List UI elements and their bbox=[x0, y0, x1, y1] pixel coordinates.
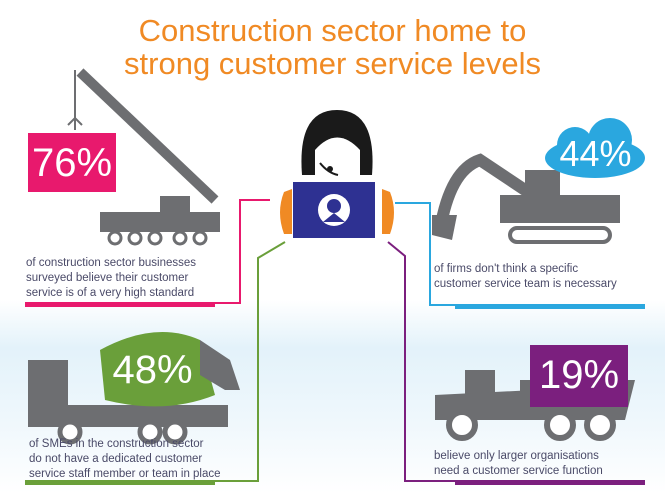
caption-line: of firms don't think a specific bbox=[434, 263, 579, 275]
stat-44-caption: of firms don't think a specific customer… bbox=[434, 262, 617, 292]
crane-icon bbox=[67, 68, 220, 246]
customer-service-agent-icon bbox=[280, 110, 394, 238]
caption-line: customer service team is necessary bbox=[434, 278, 617, 290]
caption-line: believe only larger organisations bbox=[434, 450, 599, 462]
cement-mixer-icon bbox=[28, 332, 240, 445]
stat-48-caption: of SMEs in the construction sector do no… bbox=[29, 437, 221, 482]
cloud-icon bbox=[545, 118, 645, 178]
caption-line: service is of a very high standard bbox=[26, 287, 195, 299]
stat-76-caption: of construction sector businesses survey… bbox=[26, 256, 196, 301]
stat-44-value: 44% bbox=[559, 133, 632, 174]
caption-line: of construction sector businesses bbox=[26, 257, 197, 269]
caption-line: do not have a dedicated customer bbox=[29, 453, 203, 465]
stat-76-box bbox=[28, 133, 116, 192]
stat-19-value: 19% bbox=[538, 353, 620, 397]
caption-line: service staff member or team in place bbox=[29, 468, 221, 480]
caption-line: of SMEs in the construction sector bbox=[29, 438, 204, 450]
title-line-1: Construction sector home to bbox=[138, 13, 527, 48]
stat-19-caption: believe only larger organisations need a… bbox=[434, 449, 603, 479]
stat-19-box bbox=[530, 345, 628, 407]
stat-76-value: 76% bbox=[31, 141, 113, 185]
caption-line: surveyed believe their customer bbox=[26, 272, 189, 284]
stat-48-value: 48% bbox=[112, 348, 193, 392]
caption-line: need a customer service function bbox=[434, 465, 603, 477]
title-line-2: strong customer service levels bbox=[124, 46, 541, 81]
excavator-icon bbox=[432, 153, 620, 244]
